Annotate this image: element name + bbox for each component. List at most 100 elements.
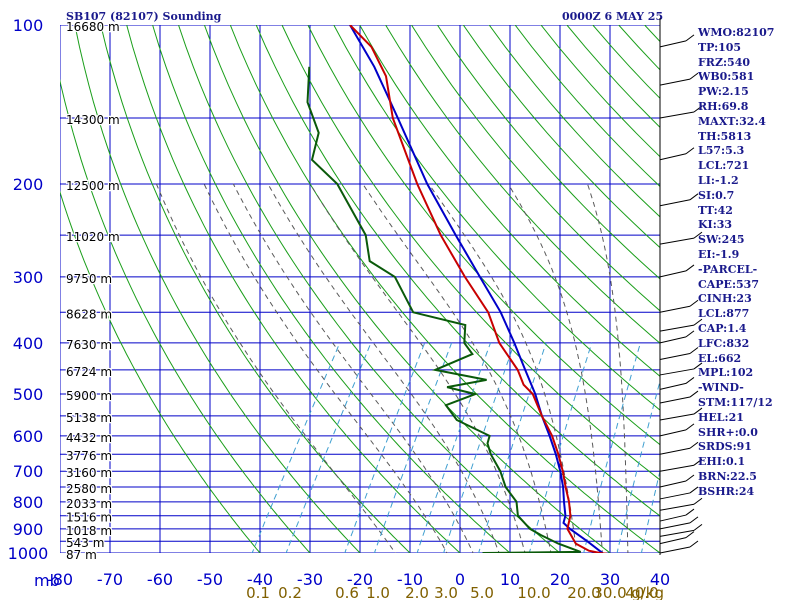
height-label: 5900 m [66, 389, 112, 403]
stability-index: FRZ:540 [698, 55, 751, 69]
stability-index: CAP:1.4 [698, 322, 747, 335]
wind-barb [659, 529, 695, 537]
wind-barb [693, 362, 703, 370]
mixing-ratio-label: 10.0 [517, 584, 550, 600]
mixing-ratio-line [478, 342, 547, 553]
height-label: 16680 m [66, 20, 120, 34]
pressure-tick-label: 900 [13, 520, 44, 539]
height-label: 12500 m [66, 179, 120, 193]
wind-barb [659, 270, 687, 278]
dry-adiabat-line [229, 25, 660, 553]
dewpoint-line [306, 66, 582, 553]
wind-barb [685, 423, 695, 431]
temperature-tick-label: -30 [297, 570, 323, 589]
temperature-tick-label: 40 [650, 570, 670, 589]
diagram-grid [60, 25, 660, 553]
mixing-ratio-label: 0.6 [335, 584, 359, 600]
wind-barb [659, 503, 695, 511]
stability-index: SI:0.7 [698, 188, 735, 202]
stability-index: -WIND- [698, 381, 744, 395]
wind-barb [693, 497, 703, 505]
dry-adiabat-line [126, 25, 461, 553]
temperature-tick-label: -50 [197, 570, 223, 589]
wind-barb [689, 441, 699, 449]
stability-index: HEL:21 [698, 410, 744, 424]
temperature-tick-label: -80 [47, 570, 73, 589]
temperature-tick-label: -70 [97, 570, 123, 589]
pressure-tick-label: 100 [13, 16, 44, 35]
wind-barb [689, 486, 699, 494]
x-axis-label-right: g/kg [631, 584, 664, 600]
dry-adiabat-line [436, 25, 660, 280]
mixing-ratio-label: 1.0 [366, 584, 390, 600]
mixing-ratio-label: 2.0 [405, 584, 429, 600]
dry-adiabat-line [307, 25, 660, 446]
height-label: 5138 m [66, 411, 112, 425]
pressure-tick-label: 500 [13, 385, 44, 404]
mixing-ratio-line [344, 342, 426, 553]
wind-barb [693, 407, 703, 415]
mixing-ratio-label: 20.0 [567, 584, 600, 600]
moist-adiabat-line [309, 183, 526, 553]
pressure-tick-label: 600 [13, 427, 44, 446]
height-label: 543 m [66, 536, 104, 550]
moist-adiabat-line [203, 183, 448, 553]
wind-barb [659, 153, 687, 161]
dry-adiabat-line [60, 190, 261, 553]
height-label: 7630 m [66, 338, 112, 352]
height-label: 3776 m [66, 449, 112, 463]
wind-barb [689, 299, 699, 307]
stability-index: MAXT:32.4 [698, 114, 766, 128]
sounding-time: 0000Z 6 MAY 25 [562, 10, 664, 23]
height-label: 87 m [66, 548, 97, 562]
wind-barb [659, 237, 695, 245]
wind-barb [685, 474, 695, 482]
height-label: 9750 m [66, 272, 112, 286]
dry-adiabat-line [385, 25, 660, 344]
pressure-tick-label: 400 [13, 334, 44, 353]
stability-index: TP:105 [698, 40, 742, 54]
wind-barb [659, 78, 691, 86]
stability-index: TH:5813 [698, 129, 752, 143]
wind-barb [659, 537, 687, 545]
moist-adiabat-line [507, 183, 603, 553]
stability-index: LFC:832 [698, 336, 750, 350]
mixing-ratio-label: 40.0 [625, 584, 658, 600]
wind-barb [689, 390, 699, 398]
stability-index: RH:69.8 [698, 100, 749, 113]
pressure-tick-label: 200 [13, 175, 44, 194]
wind-barb [659, 492, 691, 500]
wind-barb [659, 480, 687, 488]
moist-adiabat-line [232, 183, 474, 553]
wind-barb [659, 396, 691, 404]
temperature-tick-label: 10 [500, 570, 520, 589]
wind-barb [659, 429, 687, 437]
wind-barb [689, 347, 699, 354]
height-label: 1516 m [66, 511, 112, 525]
height-label: 2580 m [66, 482, 112, 496]
wind-barb [659, 522, 691, 530]
wind-barb [693, 318, 703, 326]
mixing-ratio-line [583, 342, 641, 553]
mixing-ratio-label: 5.0 [470, 584, 494, 600]
temperature-tick-label: -20 [347, 570, 373, 589]
wind-barb [689, 193, 699, 201]
stability-index: CAPE:537 [698, 277, 759, 291]
height-label: 14300 m [66, 113, 120, 127]
stability-index: LCL:877 [698, 307, 750, 321]
temperature-line [349, 25, 608, 553]
wind-barb [659, 546, 691, 554]
stability-index: STM:117/12 [698, 396, 773, 409]
pressure-tick-label: 1000 [8, 544, 49, 563]
wind-barb [659, 514, 687, 522]
dry-adiabat-line [255, 25, 660, 517]
dry-adiabat-line [281, 25, 660, 481]
dry-adiabat-line [60, 78, 311, 553]
height-label: 3160 m [66, 466, 112, 480]
wind-barb [659, 368, 695, 376]
stability-index: KI:33 [698, 218, 733, 232]
wind-barb [685, 508, 695, 516]
moist-adiabat-line [428, 183, 578, 553]
wind-barb [693, 523, 703, 531]
